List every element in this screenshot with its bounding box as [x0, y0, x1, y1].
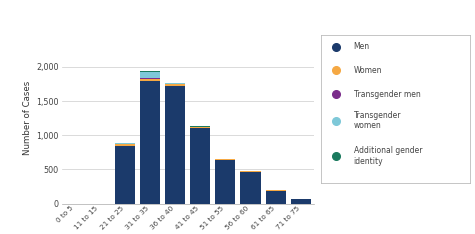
Y-axis label: Number of Cases: Number of Cases — [23, 81, 32, 155]
Bar — [266, 190, 286, 191]
Bar — [190, 126, 210, 127]
Text: Women: Women — [353, 66, 382, 75]
Bar — [190, 127, 210, 128]
Bar — [165, 84, 185, 86]
Bar — [140, 79, 160, 80]
Bar — [165, 86, 185, 204]
Bar — [266, 191, 286, 204]
Bar — [215, 160, 236, 204]
Text: Transgender men: Transgender men — [353, 90, 420, 99]
Bar — [240, 172, 261, 204]
Bar — [114, 143, 135, 144]
Bar — [114, 146, 135, 204]
Bar — [114, 144, 135, 146]
Bar — [190, 128, 210, 204]
Text: Transgender
women: Transgender women — [353, 111, 401, 130]
Bar — [215, 159, 236, 160]
Bar — [140, 78, 160, 79]
Text: Men: Men — [353, 42, 370, 51]
Bar — [165, 83, 185, 84]
Text: Monkeypox cases reported to CDC: Age and Gender: Monkeypox cases reported to CDC: Age and… — [6, 8, 290, 18]
Bar — [140, 71, 160, 72]
Bar — [291, 199, 311, 204]
Text: Additional gender
identity: Additional gender identity — [353, 146, 422, 166]
Bar — [140, 80, 160, 204]
Bar — [140, 72, 160, 78]
